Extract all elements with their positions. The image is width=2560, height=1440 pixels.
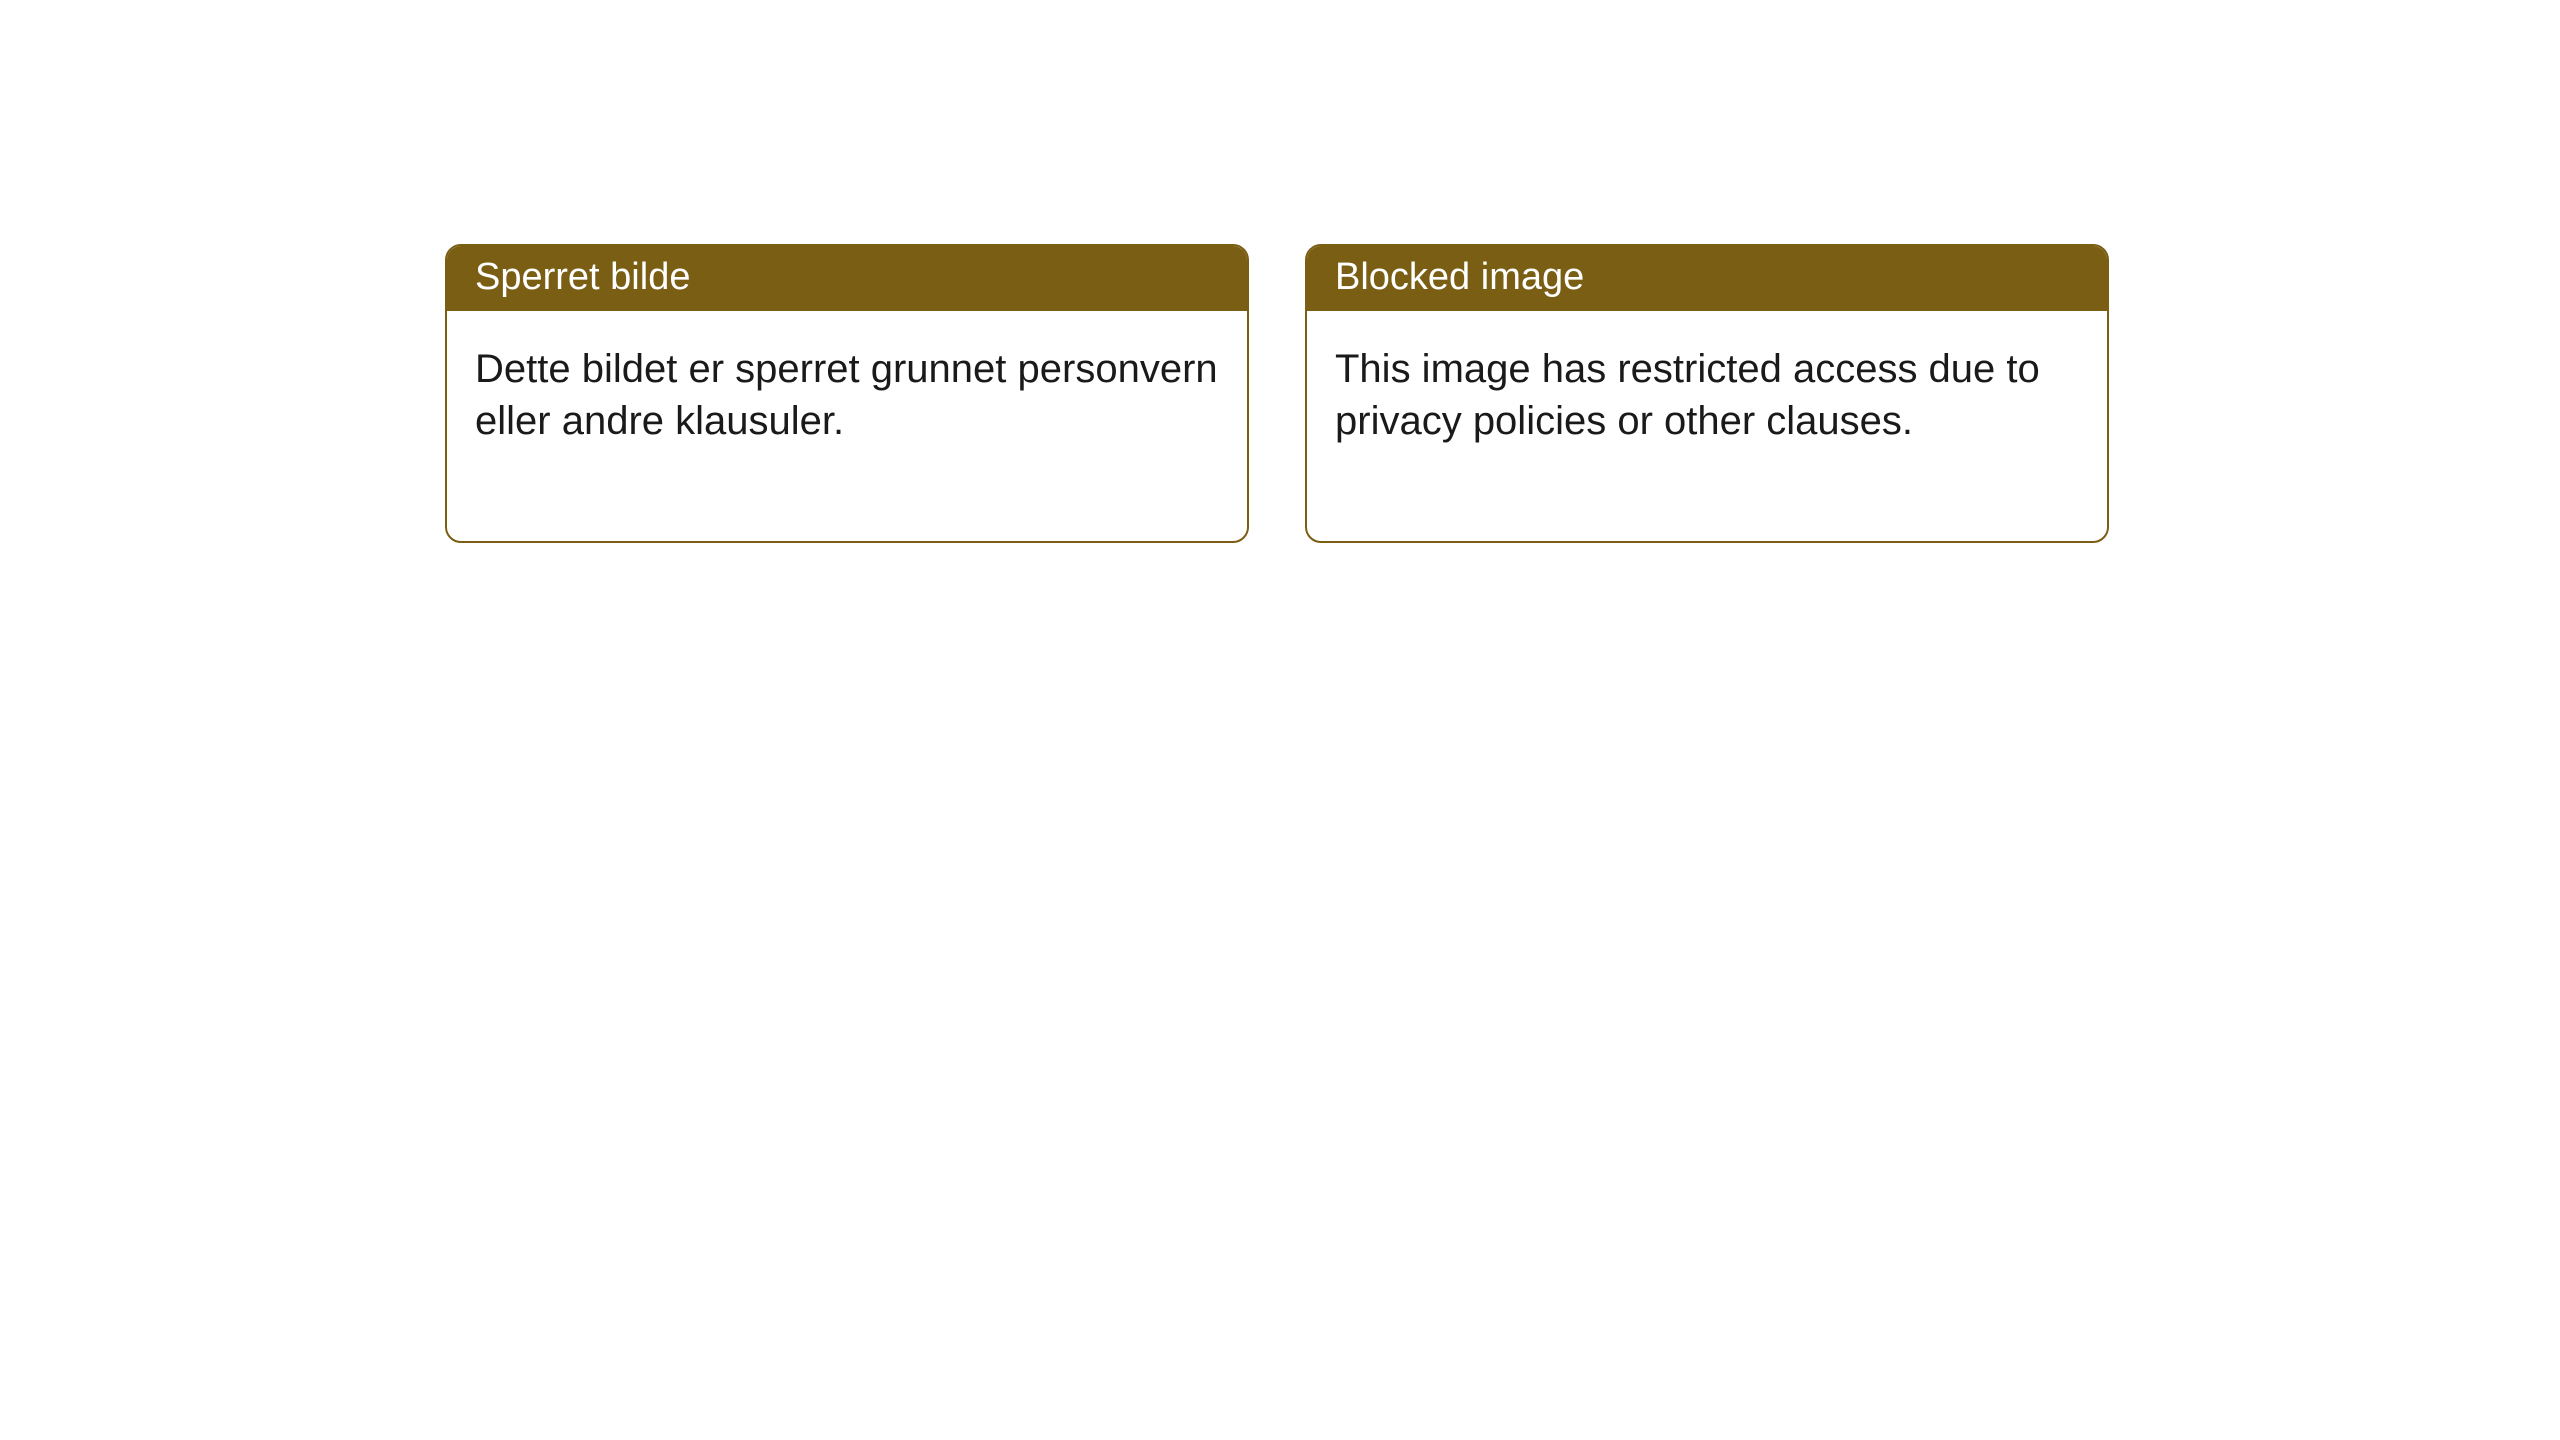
notice-message: This image has restricted access due to …: [1335, 347, 2040, 443]
notice-header: Blocked image: [1307, 246, 2107, 311]
notice-card-norwegian: Sperret bilde Dette bildet er sperret gr…: [445, 244, 1249, 543]
notice-title: Blocked image: [1335, 256, 1584, 298]
notice-card-english: Blocked image This image has restricted …: [1305, 244, 2109, 543]
notice-message: Dette bildet er sperret grunnet personve…: [475, 347, 1218, 443]
notice-container: Sperret bilde Dette bildet er sperret gr…: [445, 244, 2109, 543]
notice-body: This image has restricted access due to …: [1307, 311, 2107, 541]
notice-body: Dette bildet er sperret grunnet personve…: [447, 311, 1247, 541]
notice-title: Sperret bilde: [475, 256, 690, 298]
notice-header: Sperret bilde: [447, 246, 1247, 311]
